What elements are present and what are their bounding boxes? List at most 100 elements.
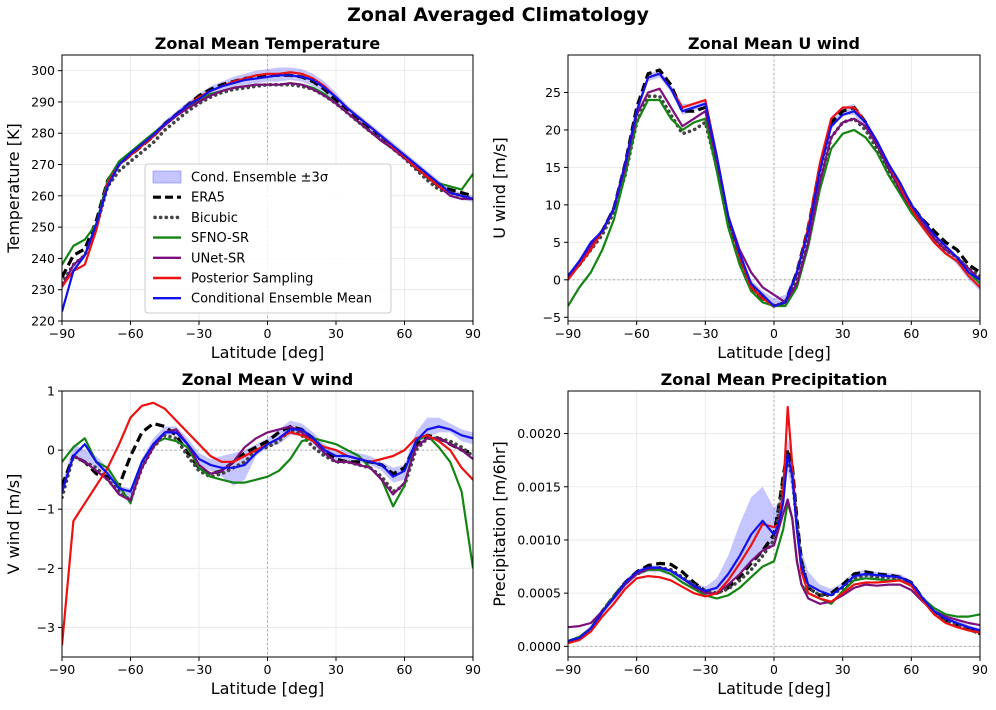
x-axis-label: Latitude [deg] <box>717 343 831 362</box>
x-tick-label: −60 <box>117 662 143 677</box>
x-tick-label: 0 <box>770 662 778 677</box>
x-axis-label: Latitude [deg] <box>211 343 325 362</box>
y-tick-label: 0 <box>553 272 561 287</box>
y-tick-label: 20 <box>545 122 561 137</box>
chart-precip: −90 −60 −30 0 30 60 90 0.0000 0.0005 0.0010 0.0015… <box>490 370 988 698</box>
chart-uwind: −90 −60 −30 0 30 60 90 −5 0 5 10 15 20 25 Zonal Mean U… <box>490 34 988 362</box>
y-axis-label: V wind [m/s] <box>4 474 23 575</box>
chart-title: Zonal Mean V wind <box>182 370 353 389</box>
legend-box <box>144 163 392 314</box>
legend-item-posterior-sampling: Posterior Sampling <box>153 272 313 287</box>
plot-area <box>62 67 473 312</box>
x-tick-label: 0 <box>264 326 272 341</box>
legend-label: Conditional Ensemble Mean <box>191 292 372 307</box>
y-tick-label: 300 <box>31 63 55 78</box>
series-line-unet-sr <box>568 498 980 629</box>
x-tick-label: −30 <box>186 326 212 341</box>
legend-handle-band <box>152 170 182 184</box>
x-tick-label: −30 <box>186 662 212 677</box>
legend: Cond. Ensemble ±3σ ERA5 Bicubic SFNO-SR UNet… <box>144 163 392 314</box>
legend-label: ERA5 <box>191 191 225 206</box>
y-tick-label: −3 <box>37 620 55 635</box>
y-tick-label: 15 <box>545 160 561 175</box>
y-tick-label: 10 <box>545 197 561 212</box>
plot-area <box>62 401 473 646</box>
y-tick-label: 220 <box>31 314 55 329</box>
chart-title: Zonal Mean Temperature <box>155 34 381 53</box>
y-tick-label: 230 <box>31 282 55 297</box>
legend-label: Posterior Sampling <box>191 272 313 287</box>
x-axis-label: Latitude [deg] <box>211 679 325 698</box>
series-line-conditional-ensemble-mean <box>568 72 980 308</box>
x-tick-label: 90 <box>972 326 988 341</box>
y-tick-label: 250 <box>31 220 55 235</box>
x-tick-label: 60 <box>903 662 919 677</box>
plot-area <box>568 68 980 308</box>
y-tick-label: 260 <box>31 188 55 203</box>
x-tick-label: 30 <box>835 326 851 341</box>
y-axis-label: Temperature [K] <box>4 123 23 253</box>
legend-item-era5: ERA5 <box>153 191 225 206</box>
y-tick-label: 290 <box>31 94 55 109</box>
y-tick-label: 270 <box>31 157 55 172</box>
series-line-sfno-sr <box>62 434 473 569</box>
legend-item-unet-sr: UNet-SR <box>153 251 245 266</box>
y-axis-label: U wind [m/s] <box>490 137 509 239</box>
y-tick-label: 0.0000 <box>517 639 561 654</box>
figure-title: Zonal Averaged Climatology <box>347 4 649 26</box>
series-line-conditional-ensemble-mean <box>62 74 473 312</box>
legend-label: Bicubic <box>191 211 238 226</box>
y-tick-label: 25 <box>545 85 561 100</box>
x-tick-label: 60 <box>903 326 919 341</box>
x-tick-label: 90 <box>465 326 481 341</box>
x-tick-label: −90 <box>49 662 75 677</box>
y-tick-label: 0 <box>47 443 55 458</box>
legend-label: SFNO-SR <box>191 231 249 246</box>
plot-area <box>568 405 980 645</box>
y-tick-label: 1 <box>47 384 55 399</box>
x-axis-label: Latitude [deg] <box>717 679 831 698</box>
x-tick-label: −60 <box>623 326 649 341</box>
y-tick-label: 280 <box>31 126 55 141</box>
y-tick-label: 0.0005 <box>517 586 561 601</box>
x-tick-label: −90 <box>49 326 75 341</box>
x-tick-label: 60 <box>397 662 413 677</box>
x-tick-label: −30 <box>692 326 718 341</box>
chart-title: Zonal Mean Precipitation <box>661 370 888 389</box>
legend-item-bicubic: Bicubic <box>153 211 238 226</box>
y-tick-label: 240 <box>31 251 55 266</box>
x-tick-label: 90 <box>465 662 481 677</box>
x-tick-label: 30 <box>835 662 851 677</box>
chart-vwind: −90 −60 −30 0 30 60 90 −3 −2 −1 0 1 Zonal Mean V win… <box>4 370 481 698</box>
y-tick-label: 5 <box>553 235 561 250</box>
x-tick-label: 0 <box>770 326 778 341</box>
x-tick-label: −90 <box>555 662 581 677</box>
legend-item-cond-ensemble-3: Cond. Ensemble ±3σ <box>152 170 328 186</box>
x-tick-label: −30 <box>692 662 718 677</box>
series-line-era5 <box>568 447 980 644</box>
x-tick-label: −60 <box>117 326 143 341</box>
x-tick-label: 90 <box>972 662 988 677</box>
legend-item-sfno-sr: SFNO-SR <box>153 231 249 246</box>
y-tick-label: −1 <box>37 502 55 517</box>
legend-label: Cond. Ensemble ±3σ <box>191 171 328 186</box>
legend-item-conditional-ensemble-mean: Conditional Ensemble Mean <box>153 292 372 307</box>
series-line-conditional-ensemble-mean <box>62 425 473 493</box>
y-tick-label: −2 <box>37 561 55 576</box>
y-tick-label: 0.0015 <box>517 479 561 494</box>
x-tick-label: 0 <box>264 662 272 677</box>
ensemble-band <box>568 438 980 644</box>
x-tick-label: 30 <box>328 326 344 341</box>
y-axis-label: Precipitation [m/6hr] <box>490 441 509 606</box>
x-tick-label: −60 <box>623 662 649 677</box>
y-tick-label: 0.0010 <box>517 532 561 547</box>
legend-label: UNet-SR <box>191 251 245 266</box>
chart-title: Zonal Mean U wind <box>688 34 860 53</box>
series-line-unet-sr <box>62 425 473 502</box>
x-tick-label: −90 <box>555 326 581 341</box>
y-tick-label: −5 <box>543 310 561 325</box>
x-tick-label: 60 <box>397 326 413 341</box>
x-tick-label: 30 <box>328 662 344 677</box>
